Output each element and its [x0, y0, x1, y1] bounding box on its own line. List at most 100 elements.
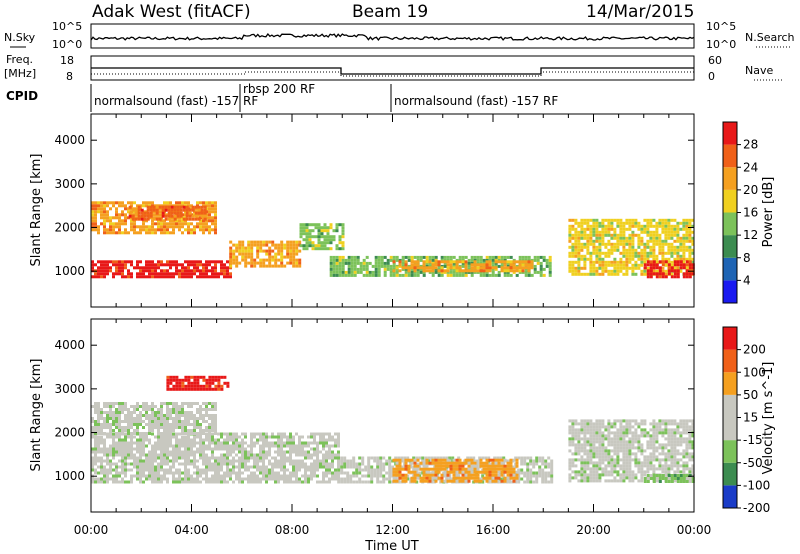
heatmap-cell — [143, 214, 147, 218]
heatmap-cell — [592, 425, 596, 429]
heatmap-cell — [160, 269, 163, 273]
heatmap-cell — [196, 441, 199, 445]
heatmap-cell — [304, 450, 307, 454]
heatmap-cell — [571, 272, 575, 276]
heatmap-cell — [94, 429, 97, 432]
heatmap-cell — [200, 211, 204, 215]
heatmap-cell — [115, 435, 118, 439]
heatmap-cell — [208, 231, 211, 235]
heatmap-cell — [682, 272, 686, 276]
heatmap-cell — [338, 255, 342, 259]
heatmap-cell — [325, 450, 328, 454]
heatmap-cell — [106, 462, 109, 466]
heatmap-cell — [382, 468, 386, 472]
heatmap-cell — [199, 447, 202, 451]
heatmap-cell — [610, 422, 614, 426]
heatmap-cell — [103, 471, 106, 475]
heatmap-cell — [533, 255, 537, 259]
heatmap-cell — [307, 450, 310, 454]
heatmap-cell — [425, 479, 429, 483]
heatmap-cell — [464, 270, 468, 274]
heatmap-cell — [434, 473, 438, 477]
heatmap-cell — [506, 476, 510, 480]
heatmap-cell — [517, 477, 521, 481]
heatmap-cell — [580, 431, 584, 435]
heatmap-cell — [238, 249, 242, 253]
heatmap-cell — [280, 441, 283, 445]
heatmap-cell — [595, 266, 599, 270]
heatmap-cell — [181, 423, 184, 426]
heatmap-cell — [307, 435, 310, 439]
heatmap-cell — [589, 227, 593, 231]
heatmap-cell — [520, 459, 524, 463]
heatmap-cell — [124, 438, 127, 442]
heatmap-cell — [470, 461, 474, 465]
heatmap-cell — [289, 249, 293, 253]
heatmap-cell — [607, 449, 611, 453]
heatmap-cell — [434, 458, 438, 462]
heatmap-cell — [434, 476, 438, 480]
heatmap-cell — [130, 228, 133, 232]
heatmap-cell — [172, 471, 175, 475]
heatmap-cell — [178, 462, 181, 466]
heatmap-cell — [413, 476, 417, 480]
heatmap-cell — [304, 441, 307, 445]
heatmap-cell — [452, 473, 456, 477]
heatmap-cell — [118, 435, 121, 439]
heatmap-cell — [302, 244, 306, 248]
heatmap-cell — [524, 266, 528, 270]
heatmap-cell — [470, 263, 474, 267]
heatmap-cell — [446, 458, 450, 462]
heatmap-cell — [187, 450, 190, 454]
heatmap-cell — [485, 266, 489, 270]
heatmap-cell — [461, 273, 465, 277]
heatmap-cell — [307, 444, 310, 448]
heatmap-cell — [94, 432, 97, 435]
heatmap-cell — [109, 201, 112, 205]
heatmap-cell — [461, 264, 465, 268]
heatmap-cell — [416, 266, 420, 270]
heatmap-cell — [193, 453, 196, 457]
heatmap-cell — [247, 456, 250, 460]
heatmap-cell — [106, 216, 109, 220]
heatmap-cell — [226, 381, 230, 385]
heatmap-cell — [368, 270, 372, 274]
heatmap-cell — [130, 216, 133, 220]
heatmap-cell — [646, 242, 650, 246]
heatmap-cell — [607, 251, 611, 255]
heatmap-cell — [100, 204, 103, 208]
heatmap-cell — [434, 461, 438, 465]
heatmap-cell — [470, 473, 474, 477]
heatmap-cell — [112, 423, 115, 426]
heatmap-cell — [94, 438, 97, 442]
heatmap-cell — [208, 381, 212, 385]
heatmap-cell — [91, 225, 94, 229]
heatmap-cell — [295, 252, 299, 256]
heatmap-cell — [187, 462, 190, 466]
heatmap-cell — [187, 453, 190, 457]
heatmap-cell — [277, 432, 280, 436]
heatmap-cell — [163, 444, 166, 448]
heatmap-cell — [211, 432, 214, 436]
heatmap-cell — [547, 471, 551, 475]
heatmap-cell — [112, 453, 115, 457]
heatmap-cell — [211, 222, 214, 226]
heatmap-cell — [347, 270, 351, 274]
heatmap-cell — [473, 467, 477, 471]
heatmap-cell — [379, 459, 383, 463]
heatmap-cell — [268, 252, 272, 256]
heatmap-cell — [649, 248, 653, 252]
heatmap-cell — [431, 270, 435, 274]
heatmap-cell — [130, 207, 133, 211]
heatmap-cell — [628, 440, 632, 444]
heatmap-cell — [395, 479, 399, 483]
heatmap-cell — [121, 480, 124, 484]
heatmap-cell — [131, 214, 135, 218]
heatmap-cell — [571, 443, 575, 447]
colorbar-swatch — [723, 235, 737, 258]
heatmap-cell — [292, 468, 295, 472]
heatmap-cell — [497, 264, 501, 268]
heatmap-cell — [250, 258, 254, 262]
heatmap-cell — [385, 459, 389, 463]
heatmap-cell — [97, 432, 100, 435]
